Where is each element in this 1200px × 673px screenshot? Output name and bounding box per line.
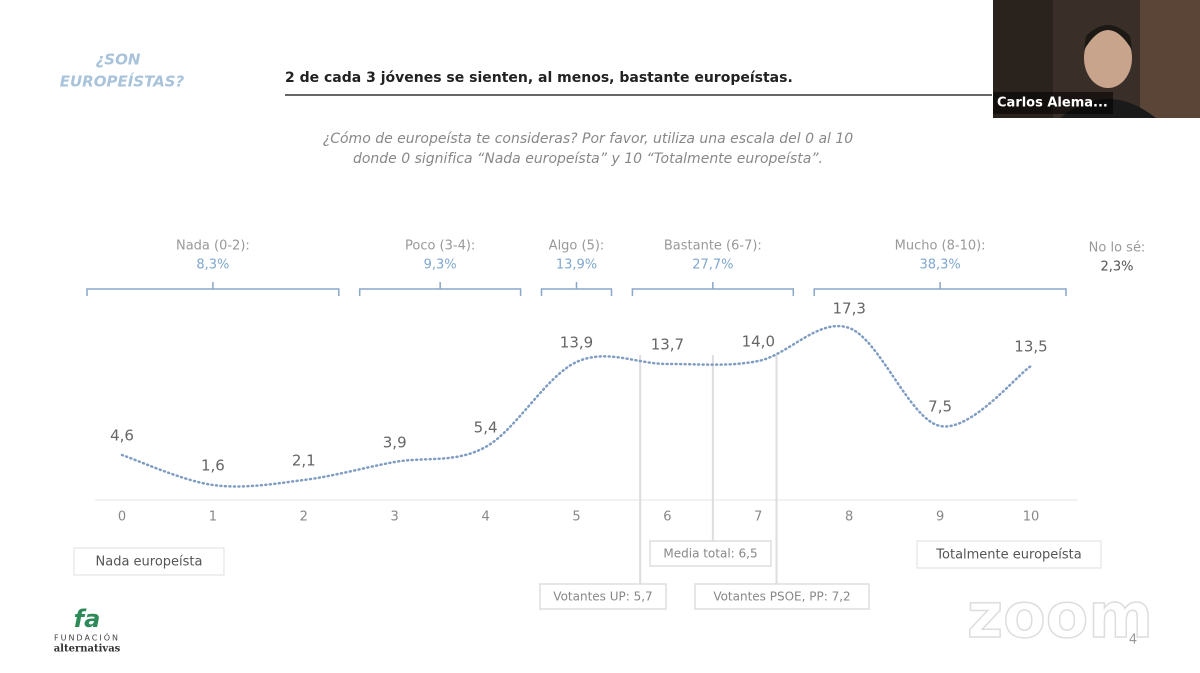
annotation-text: Media total: 6,5 <box>663 547 757 561</box>
data-label: 14,0 <box>742 333 775 351</box>
data-label: 5,4 <box>474 419 498 437</box>
group-share: 2,3% <box>1100 260 1133 275</box>
group-label: Mucho (8-10): <box>895 239 986 254</box>
data-label: 4,6 <box>110 427 134 445</box>
group-bracket <box>540 282 613 296</box>
annotation-box <box>649 540 772 567</box>
group-share: 8,3% <box>196 258 229 273</box>
annotation-box <box>694 583 870 610</box>
subtitle: ¿Cómo de europeísta te consideras? Por f… <box>323 131 854 147</box>
group-bracket <box>631 282 795 296</box>
x-tick-label: 1 <box>209 510 217 525</box>
data-label: 7,5 <box>928 398 952 416</box>
scale-end-label: Nada europeísta <box>96 555 203 570</box>
annotation-box <box>539 583 667 610</box>
headline: 2 de cada 3 jóvenes se sienten, al menos… <box>285 70 793 86</box>
x-tick-label: 8 <box>845 510 853 525</box>
x-tick-label: 5 <box>572 510 580 525</box>
x-tick-label: 0 <box>118 510 126 525</box>
participant-name: Carlos Alema... <box>997 96 1108 111</box>
group-label: Poco (3-4): <box>405 239 475 254</box>
subtitle: donde 0 significa “Nada europeísta” y 10… <box>353 151 823 167</box>
x-tick-label: 6 <box>663 510 671 525</box>
data-label: 3,9 <box>383 434 407 452</box>
annotation-text: Votantes PSOE, PP: 7,2 <box>713 590 850 604</box>
watermark: zoom <box>967 579 1153 652</box>
chart: 0 1 2 3 4 5 6 7 8 9 10 Nada (0-2): 8,3% Poco (3-4): 9,… <box>73 239 1146 610</box>
scale-end-label: Totalmente europeísta <box>935 548 1081 563</box>
logo-line: alternativas <box>54 644 121 655</box>
data-label: 1,6 <box>201 457 225 475</box>
data-label: 2,1 <box>292 452 316 470</box>
logo-line: FUNDACIÓN <box>54 632 120 643</box>
scale-end-box <box>73 547 225 576</box>
data-label: 17,3 <box>832 300 865 318</box>
group-bracket <box>813 282 1067 296</box>
data-label: 13,7 <box>651 336 684 354</box>
x-tick-label: 3 <box>391 510 399 525</box>
group-label: Algo (5): <box>549 239 605 254</box>
annotation-text: Votantes UP: 5,7 <box>553 590 652 604</box>
x-tick-label: 2 <box>300 510 308 525</box>
group-share: 13,9% <box>556 258 597 273</box>
data-label: 13,9 <box>560 334 593 352</box>
video-tile: Carlos Alema... <box>993 0 1200 118</box>
group-share: 27,7% <box>692 258 733 273</box>
group-label: Nada (0-2): <box>176 239 250 254</box>
page-number: 4 <box>1129 633 1137 648</box>
logo-mark: fa <box>74 605 101 633</box>
x-tick-label: 10 <box>1023 510 1040 525</box>
group-bracket <box>358 282 522 296</box>
scale-end-box <box>916 540 1102 569</box>
x-tick-label: 7 <box>754 510 762 525</box>
bookshelf <box>1140 0 1200 118</box>
x-tick-label: 4 <box>481 510 489 525</box>
section-title: EUROPEÍSTAS? <box>60 72 185 91</box>
data-label: 13,5 <box>1014 338 1047 356</box>
name-tag <box>993 92 1113 114</box>
face <box>1084 28 1132 88</box>
x-tick-label: 9 <box>936 510 944 525</box>
hair <box>1084 25 1132 50</box>
group-share: 38,3% <box>919 258 960 273</box>
data-line <box>120 324 1033 488</box>
group-label: Bastante (6-7): <box>664 239 762 254</box>
group-label: No lo sé: <box>1089 241 1146 256</box>
section-title: ¿SON <box>96 51 141 69</box>
group-share: 9,3% <box>424 258 457 273</box>
group-bracket <box>86 282 340 296</box>
